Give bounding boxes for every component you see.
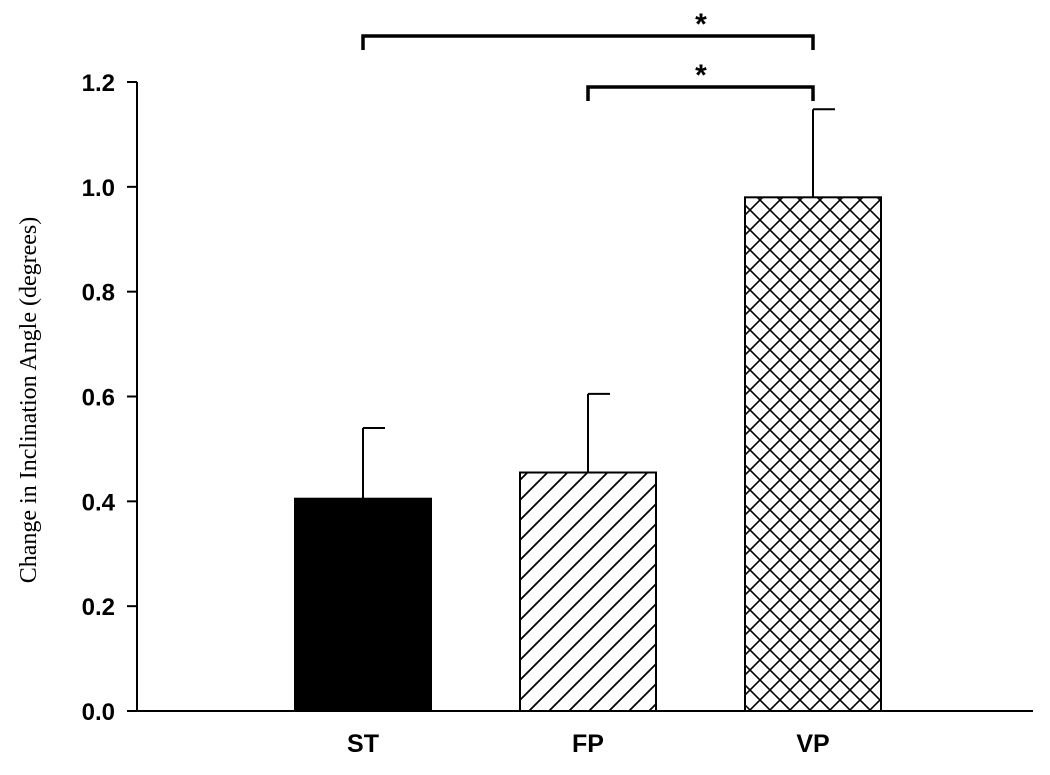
- bar-fp: [519, 471, 657, 713]
- x-label-st: ST: [347, 730, 379, 758]
- y-ticks: 0.0 0.2 0.4 0.6 0.8 1.0 1.2: [82, 70, 137, 726]
- significance-star: *: [695, 59, 707, 92]
- bar-vp: [744, 196, 882, 713]
- y-tick-label: 1.0: [82, 175, 115, 202]
- significance-bracket: [361, 34, 815, 50]
- x-category-labels: ST FP VP: [347, 730, 830, 758]
- x-label-fp: FP: [572, 730, 604, 758]
- y-tick-label: 0.0: [82, 699, 115, 726]
- significance-brackets: **: [361, 8, 815, 101]
- y-tick-label: 1.2: [82, 70, 115, 97]
- significance-star: *: [695, 8, 707, 41]
- y-axis-title: Change in Inclination Angle (degrees): [16, 217, 42, 584]
- significance-bracket: [586, 85, 815, 101]
- bar-st: [294, 497, 432, 712]
- x-label-vp: VP: [796, 730, 829, 758]
- y-tick-label: 0.4: [82, 489, 116, 516]
- bars: [294, 196, 882, 713]
- error-bars: [362, 108, 835, 499]
- y-tick-label: 0.2: [82, 594, 115, 621]
- y-tick-label: 0.6: [82, 385, 115, 412]
- y-tick-label: 0.8: [82, 280, 115, 307]
